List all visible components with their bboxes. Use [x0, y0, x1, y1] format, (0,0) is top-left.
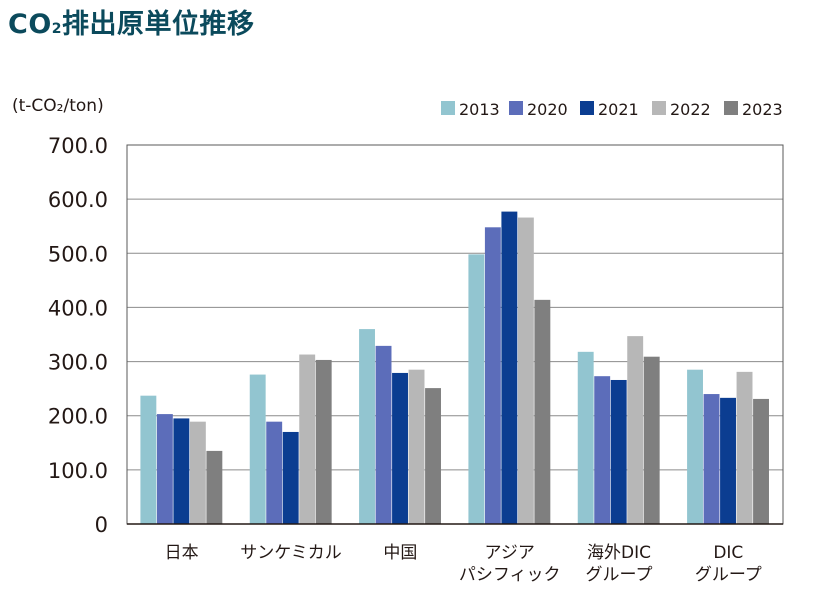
bar-2021-0	[173, 418, 190, 524]
bar-2023-1	[315, 359, 332, 524]
bar-2022-0	[189, 421, 206, 524]
x-tick-label: 海外DIC グループ	[586, 543, 653, 585]
bar-2022-4	[627, 336, 644, 524]
legend-swatch-2023	[724, 101, 738, 115]
bar-2022-5	[736, 371, 753, 524]
legend-label-2021: 2021	[598, 100, 639, 119]
bar-2013-1	[249, 374, 266, 524]
x-tick-label: 中国	[383, 543, 417, 563]
legend-label-2020: 2020	[527, 100, 568, 119]
title-suffix: 排出原単位推移	[62, 9, 255, 40]
y-axis-label: (t-CO₂/ton)	[12, 96, 104, 116]
bar-2022-1	[299, 354, 316, 524]
legend-label-2013: 2013	[459, 100, 500, 119]
y-tick-label: 0	[95, 513, 108, 537]
axes	[126, 144, 784, 525]
bar-2013-4	[577, 351, 594, 524]
y-tick-label: 500.0	[48, 242, 108, 266]
y-tick-label: 400.0	[48, 296, 108, 320]
title-subscript: 2	[51, 21, 63, 37]
legend: 2013 2020 2021 2022 2023	[441, 100, 783, 119]
y-tick-labels: 0 100.0 200.0 300.0 400.0 500.0 600.0 700.0	[48, 134, 108, 537]
bar-2021-2	[392, 372, 408, 524]
title-prefix: CO	[8, 9, 52, 40]
bar-2021-4	[610, 379, 627, 524]
bar-2022-2	[408, 369, 425, 524]
grid-lines	[127, 144, 783, 471]
legend-swatch-2013	[441, 101, 455, 115]
x-tick-label: アジアパシフィック	[459, 543, 561, 585]
legend-swatch-2021	[580, 101, 594, 115]
legend-label-2023: 2023	[742, 100, 783, 119]
legend-swatch-2020	[509, 101, 523, 115]
bar-2013-0	[140, 395, 157, 524]
bar-2021-5	[720, 397, 736, 524]
y-tick-label: 700.0	[48, 134, 108, 158]
bar-2022-3	[517, 217, 534, 524]
bar-2020-2	[375, 345, 392, 524]
page-title: CO2排出原単位推移	[8, 2, 255, 41]
x-tick-label: DIC グループ	[695, 543, 762, 585]
bar-2020-1	[266, 421, 283, 524]
x-tick-label: サンケミカル	[240, 543, 342, 563]
bars	[140, 211, 769, 525]
bar-2013-3	[468, 254, 485, 524]
legend-label-2022: 2022	[670, 100, 711, 119]
bar-2023-4	[643, 356, 660, 524]
plot-frame	[126, 144, 784, 525]
y-tick-label: 200.0	[48, 405, 108, 429]
bar-2013-2	[359, 329, 375, 524]
bar-2020-0	[156, 414, 173, 524]
y-tick-label: 300.0	[48, 351, 108, 375]
legend-swatch-2022	[652, 101, 666, 115]
bar-2023-5	[753, 398, 769, 524]
bar-2020-3	[484, 227, 501, 524]
bar-2021-3	[501, 211, 518, 525]
bar-2023-2	[425, 388, 441, 524]
bar-2013-5	[687, 369, 703, 524]
y-tick-label: 600.0	[48, 188, 108, 212]
bar-2020-5	[703, 394, 720, 524]
bar-2021-1	[282, 431, 299, 524]
x-tick-label: 日本	[165, 543, 199, 563]
bar-2023-0	[206, 450, 223, 524]
y-tick-label: 100.0	[48, 459, 108, 483]
bar-2020-4	[594, 376, 611, 524]
bar-2023-3	[534, 299, 551, 524]
